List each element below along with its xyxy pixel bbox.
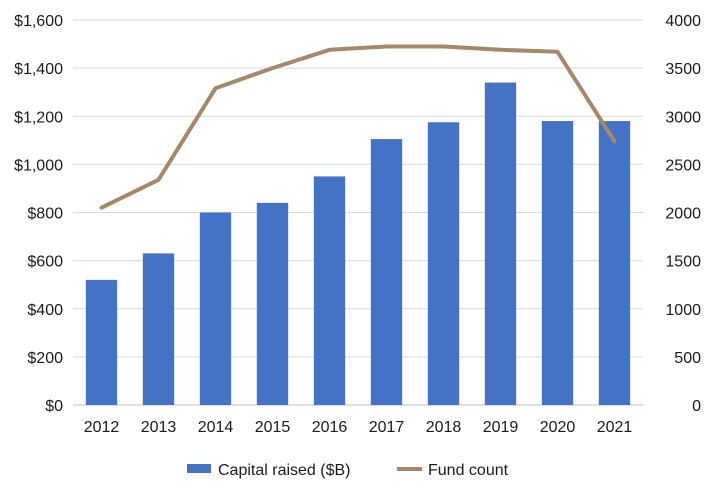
x-tick-label: 2012: [84, 419, 120, 436]
x-tick-label: 2014: [198, 419, 234, 436]
left-tick-label: $200: [27, 350, 63, 367]
right-tick-label: 3500: [665, 61, 701, 78]
bar-2012: [85, 279, 118, 405]
x-tick-label: 2020: [540, 419, 576, 436]
legend-label-capital: Capital raised ($B): [218, 462, 351, 479]
bar-2016: [313, 176, 346, 405]
left-tick-label: $1,000: [14, 157, 63, 174]
right-tick-label: 2000: [665, 206, 701, 223]
right-tick-label: 500: [674, 350, 701, 367]
right-axis: 0 500 1000 1500 2000 2500 3000 3500 4000: [665, 13, 701, 415]
x-tick-label: 2021: [597, 419, 633, 436]
legend-swatch-capital: [187, 464, 211, 473]
left-tick-label: $1,200: [14, 109, 63, 126]
line-series: [99, 44, 617, 210]
bar-2015: [256, 202, 289, 405]
bar-2018: [427, 122, 460, 405]
left-tick-label: $800: [27, 206, 63, 223]
left-tick-label: $1,600: [14, 13, 63, 30]
bar-2017: [370, 139, 403, 405]
bar-2020: [541, 121, 574, 405]
right-tick-label: 2500: [665, 157, 701, 174]
bar-2021: [598, 121, 631, 405]
bar-2019: [484, 82, 517, 405]
right-tick-label: 1500: [665, 254, 701, 271]
left-tick-label: $400: [27, 302, 63, 319]
right-tick-label: 1000: [665, 302, 701, 319]
left-tick-label: $600: [27, 254, 63, 271]
left-axis: $0 $200 $400 $600 $800 $1,000 $1,200 $1,400 $1,6…: [14, 13, 63, 415]
bar-2014: [199, 212, 232, 405]
right-tick-label: 3000: [665, 109, 701, 126]
right-tick-label: 0: [692, 398, 701, 415]
x-tick-label: 2016: [312, 419, 348, 436]
x-tick-label: 2019: [483, 419, 519, 436]
x-tick-label: 2017: [369, 419, 405, 436]
fund-count-line: [99, 44, 617, 210]
bar-series: [85, 82, 631, 405]
legend-label-fund-count: Fund count: [428, 462, 509, 479]
x-tick-label: 2018: [426, 419, 462, 436]
bar-2013: [142, 253, 175, 405]
left-tick-label: $0: [45, 398, 63, 415]
legend: Capital raised ($B) Fund count: [187, 462, 509, 479]
x-axis: 2012 2013 2014 2015 2016 2017 2018 2019 2020 2021: [84, 419, 633, 436]
left-tick-label: $1,400: [14, 61, 63, 78]
x-tick-label: 2013: [141, 419, 177, 436]
right-tick-label: 4000: [665, 13, 701, 30]
x-tick-label: 2015: [255, 419, 291, 436]
